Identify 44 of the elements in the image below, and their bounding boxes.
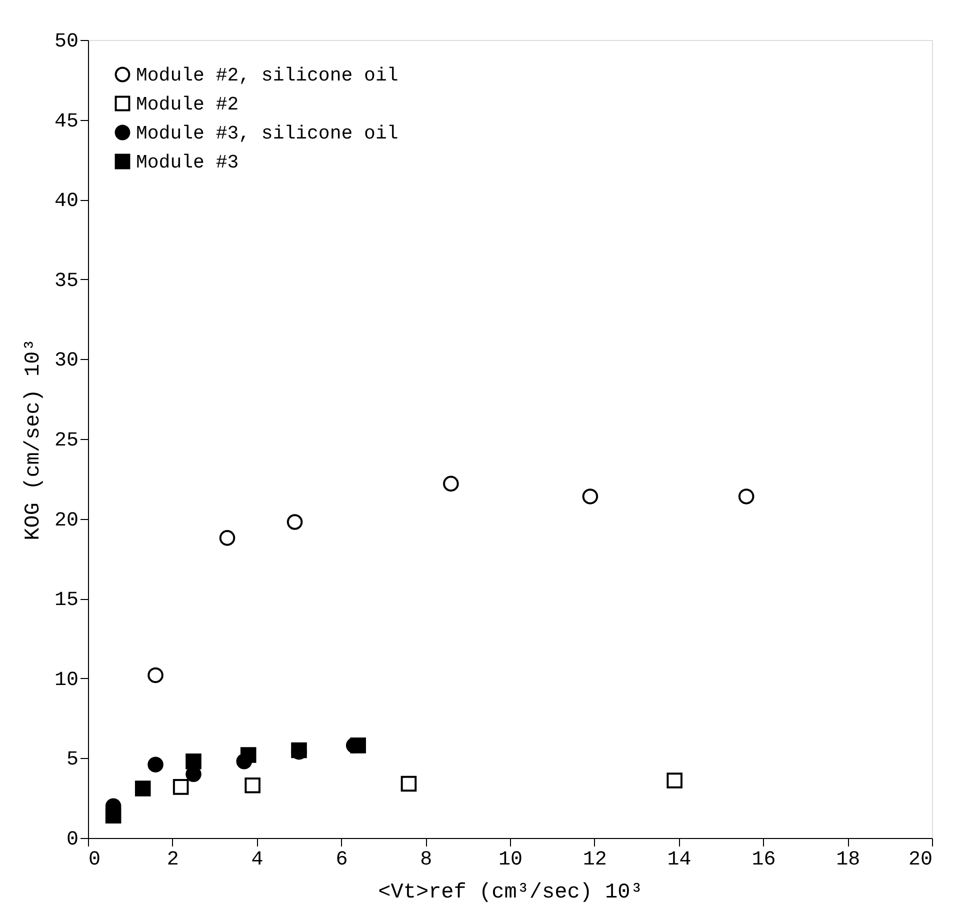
- point: [105, 808, 122, 824]
- point: [148, 667, 164, 684]
- x-tick-label: 2: [166, 848, 179, 872]
- x-tick-label: 20: [908, 848, 932, 872]
- point: [134, 780, 151, 796]
- x-tick-label: 4: [251, 848, 264, 872]
- y-tick-label: 25: [54, 430, 78, 452]
- point: [240, 747, 256, 763]
- point: [244, 777, 260, 794]
- y-tick-label: 45: [54, 110, 78, 134]
- point: [186, 754, 202, 770]
- x-tick-label: 10: [498, 848, 523, 872]
- legend-label: Module #2, silicone oil: [136, 64, 398, 86]
- legend-label: Module #2: [136, 94, 239, 116]
- y-tick-label: 20: [54, 509, 78, 532]
- point: [148, 756, 164, 772]
- y-tick-label: 0: [66, 828, 78, 852]
- x-tick-label: 12: [582, 848, 607, 872]
- y-tick-label: 40: [54, 190, 78, 214]
- point: [350, 738, 366, 754]
- y-tick-label: 10: [54, 668, 78, 692]
- x-tick-label: 18: [836, 848, 860, 872]
- point: [666, 772, 682, 788]
- point: [582, 488, 598, 504]
- legend-label: Module #3: [136, 152, 239, 174]
- point: [219, 530, 236, 546]
- x-tick-label: 0: [88, 848, 101, 872]
- point: [738, 488, 754, 504]
- y-tick-label: 5: [66, 748, 78, 772]
- y-tick-label: 15: [54, 589, 78, 612]
- y-tick-label: 30: [54, 350, 78, 373]
- point: [443, 476, 459, 492]
- x-tick-label: 14: [667, 848, 692, 872]
- x-tick-label: 6: [336, 848, 348, 872]
- point: [286, 514, 303, 530]
- y-tick-label: 50: [54, 30, 78, 54]
- x-tick-label: 8: [420, 848, 432, 872]
- point: [172, 779, 189, 795]
- point: [400, 776, 417, 792]
- y-tick-label: 35: [54, 270, 78, 293]
- y-axis-title: KOG (cm/sec) 10³: [22, 338, 46, 540]
- legend-label: Module #3, silicone oil: [136, 122, 398, 144]
- x-tick-label: 16: [752, 848, 776, 872]
- x-axis-title: <Vt>ref (cm³/sec) 10³: [378, 882, 643, 904]
